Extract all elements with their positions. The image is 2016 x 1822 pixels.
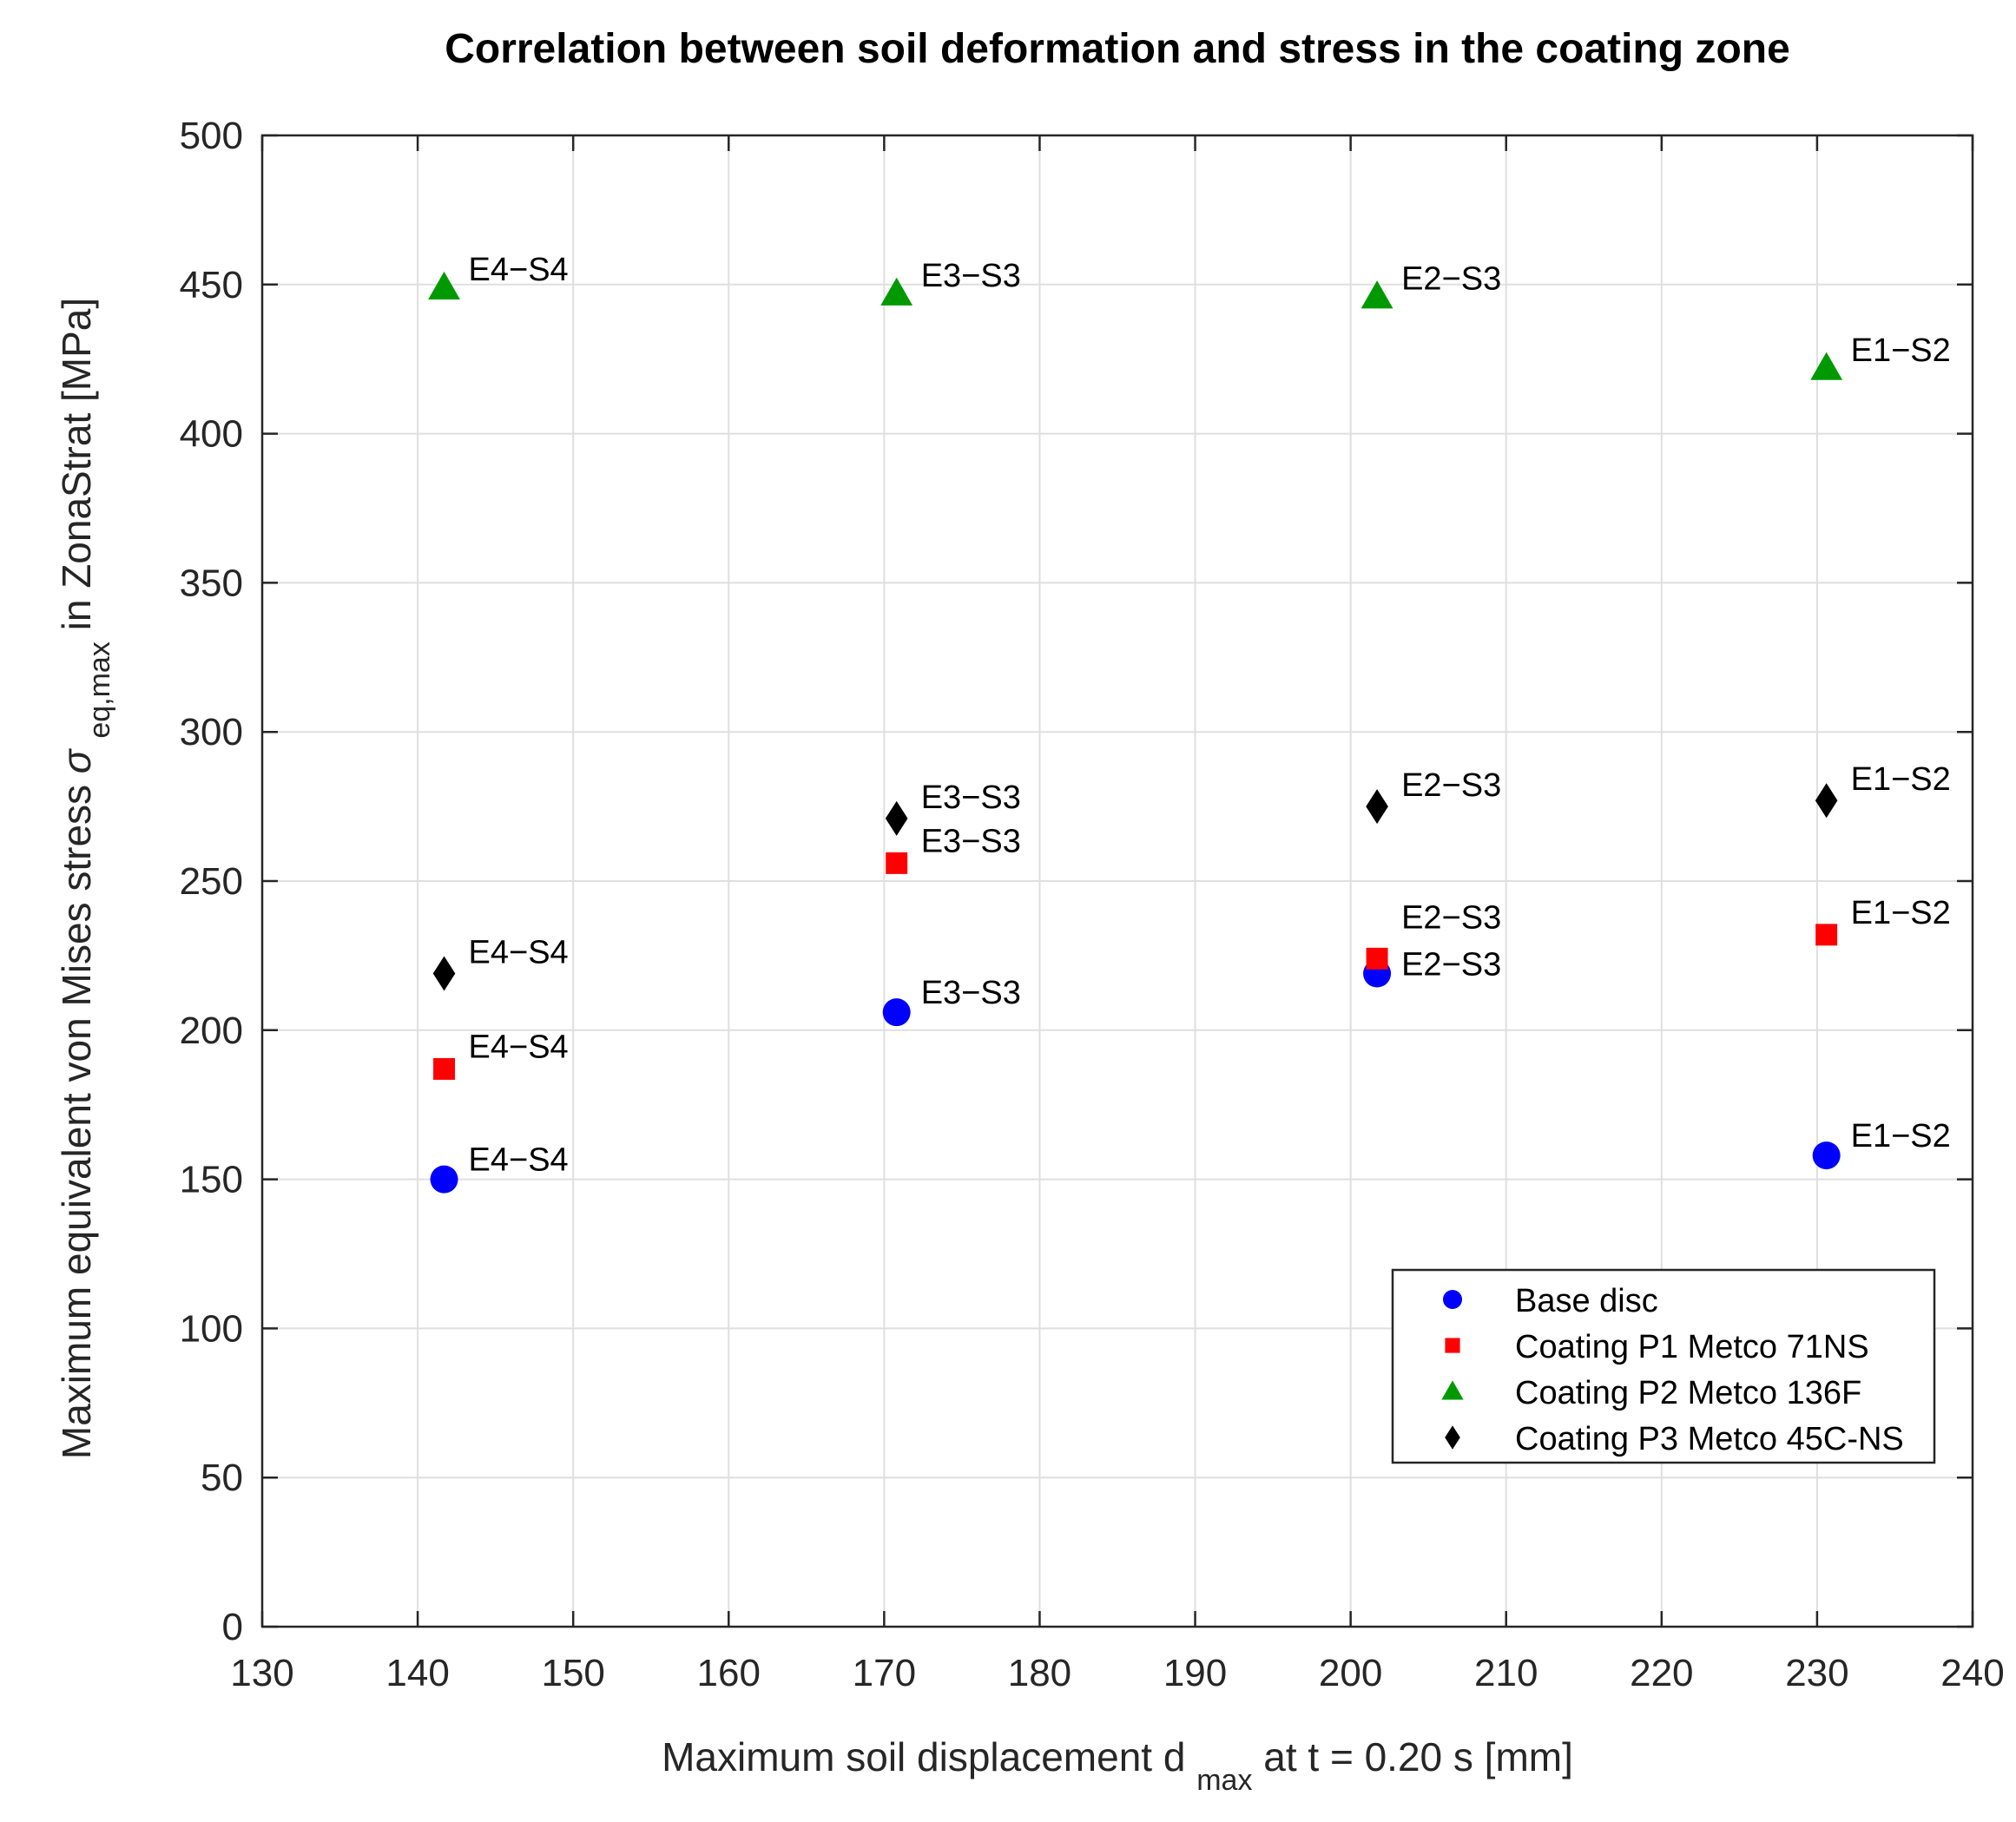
x-tick-label: 220 [1630, 1652, 1693, 1694]
data-point-label: E1−S2 [1851, 761, 1951, 798]
y-axis-label-suffix: in ZonaStrat [MPa] [54, 298, 99, 631]
y-tick-label: 300 [180, 711, 243, 753]
diamond-data-point [885, 800, 908, 836]
legend-circle-icon [1443, 1290, 1462, 1309]
y-tick-label: 250 [180, 860, 243, 903]
y-tick-label: 200 [180, 1010, 243, 1052]
legend-entry-label: Coating P2 Metco 136F [1515, 1375, 1861, 1411]
square-data-point [1815, 924, 1838, 946]
diamond-data-point [1366, 789, 1388, 825]
x-axis-label: Maximum soil displacement d max at t = 0… [662, 1734, 1573, 1799]
legend: Base disc Coating P1 Metco 71NS Coating P2… [1391, 1268, 1936, 1464]
y-tick-label: 50 [201, 1457, 243, 1499]
legend-square-icon [1445, 1338, 1460, 1353]
x-tick-label: 230 [1785, 1652, 1848, 1694]
triangle-data-point [1360, 280, 1393, 309]
triangle-data-point [880, 277, 913, 306]
triangle-data-point [1810, 352, 1843, 380]
data-point-label: E4−S4 [469, 935, 569, 971]
data-point-label: E2−S3 [1401, 767, 1501, 804]
data-point-label: E2−S3 [1401, 899, 1501, 936]
square-data-point [433, 1057, 456, 1080]
data-point-label: E3−S3 [921, 975, 1021, 1011]
y-tick-label: 350 [180, 562, 243, 604]
legend-box [1391, 1268, 1936, 1464]
y-tick-label: 100 [180, 1307, 243, 1350]
legend-entry-label: Coating P3 Metco 45C-NS [1515, 1421, 1904, 1457]
data-labels: E4−S4 E3−S3 E2−S3 E1−S2 E4−S4 E3−S3 E2−S3 E1−S2… [469, 252, 1951, 1178]
x-axis-label-prefix: Maximum soil displacement d [662, 1734, 1185, 1779]
legend-entry-label: Coating P1 Metco 71NS [1515, 1329, 1869, 1365]
data-point-label: E4−S4 [469, 1142, 569, 1179]
x-tick-label: 180 [1008, 1652, 1071, 1694]
y-tick-label: 400 [180, 413, 243, 456]
x-tick-label: 130 [230, 1652, 293, 1694]
y-axis-label-subscript: eq,max [83, 641, 116, 739]
data-point-label: E3−S3 [921, 779, 1021, 816]
x-tick-label: 140 [385, 1652, 449, 1694]
data-point-label: E2−S3 [1401, 261, 1501, 298]
data-point-label: E1−S2 [1851, 1118, 1951, 1154]
data-point-label: E4−S4 [469, 1029, 569, 1065]
y-axis-label: Maximum equivalent von Mises stress σ eq… [54, 298, 118, 1459]
y-tick-label: 150 [180, 1159, 243, 1201]
data-point-label: E1−S2 [1851, 332, 1951, 369]
circle-data-point [430, 1165, 458, 1194]
triangle-data-point [428, 271, 460, 300]
data-point-label: E3−S3 [921, 258, 1021, 294]
circle-data-point [882, 998, 911, 1027]
data-points [428, 271, 1843, 1194]
x-axis-label-subscript: max [1196, 1764, 1252, 1797]
x-tick-label: 150 [541, 1652, 604, 1694]
data-point-label: E4−S4 [469, 252, 569, 288]
x-tick-label: 210 [1474, 1652, 1538, 1694]
chart-title: Correlation between soil deformation and… [445, 26, 1790, 72]
legend-diamond-icon [1445, 1425, 1460, 1450]
data-point-label: E2−S3 [1401, 947, 1501, 983]
data-point-label: E3−S3 [921, 823, 1021, 859]
square-data-point [886, 852, 908, 874]
y-axis-label-prefix: Maximum equivalent von Mises stress [54, 773, 99, 1459]
grid [262, 135, 1973, 1627]
x-axis-tick-labels: 130 140 150 160 170 180 190 200 210 220 230 240 [230, 1652, 2004, 1694]
data-point-label: E1−S2 [1851, 895, 1951, 931]
y-tick-label: 0 [222, 1606, 243, 1648]
x-axis-label-suffix: at t = 0.20 s [mm] [1263, 1734, 1573, 1779]
legend-entry-label: Base disc [1515, 1283, 1658, 1319]
axis-ticks [260, 134, 1974, 1628]
y-tick-label: 500 [180, 115, 243, 157]
square-data-point [1366, 947, 1388, 970]
x-tick-label: 160 [697, 1652, 761, 1694]
y-axis-label-symbol: σ [54, 747, 99, 773]
y-axis-tick-labels: 0 50 100 150 200 250 300 350 400 450 500 [180, 115, 243, 1648]
x-tick-label: 190 [1163, 1652, 1227, 1694]
x-tick-label: 240 [1940, 1652, 2004, 1694]
legend-triangle-icon [1441, 1380, 1464, 1400]
diamond-data-point [1815, 783, 1838, 819]
x-tick-label: 200 [1319, 1652, 1382, 1694]
diamond-data-point [432, 956, 456, 991]
x-tick-label: 170 [853, 1652, 916, 1694]
y-tick-label: 450 [180, 264, 243, 306]
circle-data-point [1812, 1141, 1841, 1170]
